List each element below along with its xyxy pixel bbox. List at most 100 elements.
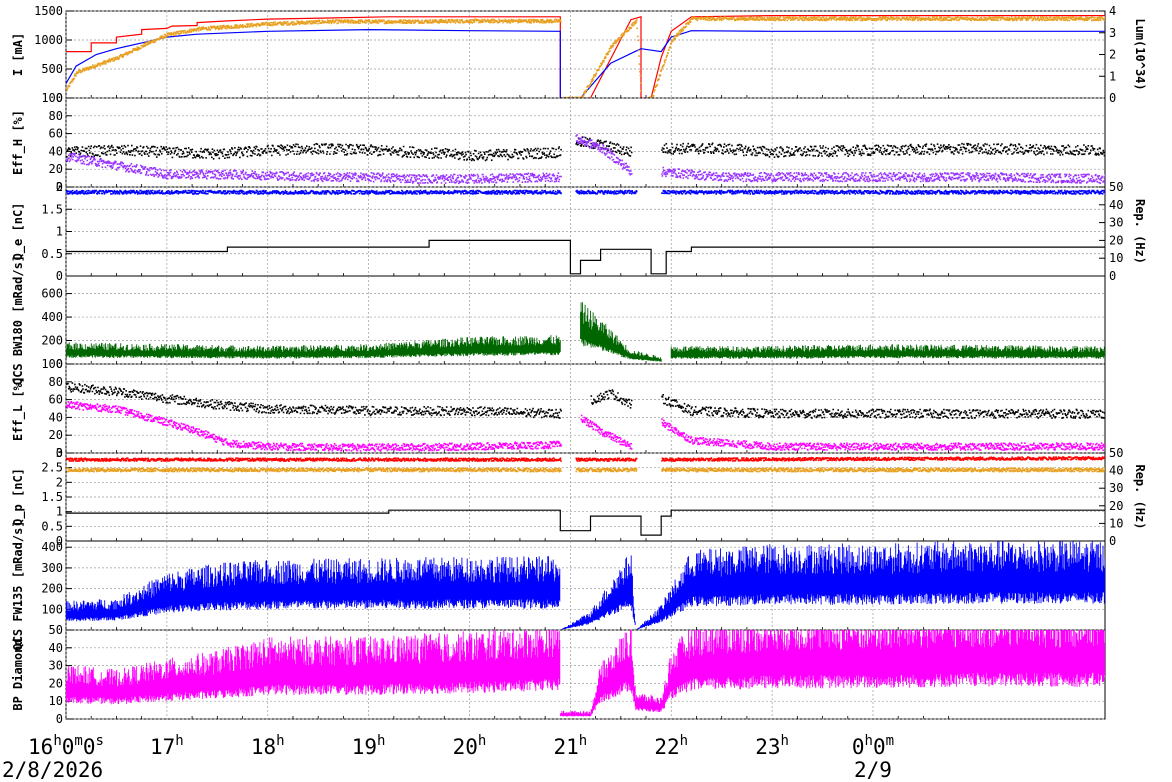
right-tick-label: 4	[1109, 4, 1116, 18]
series-group	[66, 15, 1105, 98]
series-2-1	[575, 136, 633, 157]
series-3-2	[66, 239, 1105, 275]
panel-4: 0 200 400 600 QCS BW180 [mRad/s]	[11, 255, 1106, 385]
y-tick-label: 0	[56, 712, 63, 726]
panel-frame	[65, 10, 1106, 99]
right-axis-label: Rep. (Hz)	[1133, 464, 1147, 529]
series-2-2	[575, 134, 633, 176]
y-axis-label: Q_e [nC]	[11, 203, 26, 261]
y-tick-label: 0	[56, 91, 63, 105]
y-tick-label: 100	[41, 91, 63, 105]
y-axis-label: I [mA]	[11, 33, 25, 76]
y-tick-label: 0.5	[41, 247, 63, 261]
panel-5: 0 20 40 60 80 100 Eff_L [%]	[11, 357, 1106, 460]
series-4-1	[580, 302, 662, 362]
y-tick-label: 1	[56, 505, 63, 519]
series-5-1	[66, 382, 562, 419]
series-4-1	[66, 335, 561, 359]
right-tick-label: 20	[1109, 499, 1123, 513]
right-tick-label: 0	[1109, 91, 1116, 105]
y-tick-label: 0.5	[41, 519, 63, 533]
y-tick-label: 0	[56, 180, 63, 194]
y-axis-label: Eff_H [%]	[11, 110, 26, 175]
y-tick-label: 0	[56, 534, 63, 548]
y-tick-label: 1.5	[41, 202, 63, 216]
series-5-2	[661, 418, 1105, 451]
x-tick-label: 19h	[352, 733, 386, 759]
y-tick-label: 3	[56, 446, 63, 460]
series-group	[66, 134, 1105, 185]
y-tick-label: 0	[56, 357, 63, 371]
y-tick-label: 1000	[34, 33, 63, 47]
y-tick-label: 0	[56, 269, 63, 283]
series-7-1	[66, 541, 1105, 630]
series-5-1	[661, 394, 1105, 419]
y-tick-label: 60	[49, 393, 63, 407]
right-tick-label: 1	[1109, 69, 1116, 83]
right-tick-label: 50	[1109, 180, 1123, 194]
series-1-2	[66, 28, 1105, 98]
y-tick-label: 10	[49, 694, 63, 708]
right-tick-label: 0	[1109, 269, 1116, 283]
right-axis-label: Rep. (Hz)	[1133, 199, 1147, 264]
right-tick-label: 50	[1109, 446, 1123, 460]
x-tick-label: 23h	[755, 733, 789, 759]
y-tick-label: 100	[41, 602, 63, 616]
series-6-2	[66, 467, 562, 473]
x-tick-label: 18h	[251, 733, 285, 759]
y-axis-label: QCS BW180 [mRad/s]	[11, 255, 25, 385]
y-tick-label: 30	[49, 659, 63, 673]
series-2-1	[66, 143, 562, 162]
right-axis-label: Lum(10^34)	[1133, 18, 1147, 90]
series-6-2	[575, 467, 638, 473]
panel-8: 0 10 20 30 40 50 BP Diamond	[11, 623, 1106, 726]
series-6-3	[66, 509, 1105, 536]
series-group	[66, 302, 1105, 362]
y-tick-label: 400	[41, 540, 63, 554]
series-3-1	[66, 189, 562, 195]
series-5-1	[590, 389, 633, 409]
series-group	[66, 630, 1105, 717]
y-tick-label: 200	[41, 582, 63, 596]
series-group	[66, 541, 1105, 630]
panel-7: 100 200 300 400 QCS FW135 [mRad/s]	[11, 520, 1106, 651]
x-tick-label: 21h	[554, 733, 588, 759]
y-tick-label: 1500	[34, 4, 63, 18]
y-tick-label: 40	[49, 410, 63, 424]
y-tick-label: 0	[56, 446, 63, 460]
right-tick-label: 10	[1109, 251, 1123, 265]
y-tick-label: 20	[49, 162, 63, 176]
y-tick-label: 2.5	[41, 461, 63, 475]
y-tick-label: 1.5	[41, 490, 63, 504]
y-tick-label: 20	[49, 428, 63, 442]
y-tick-label: 2	[56, 475, 63, 489]
series-group	[66, 456, 1105, 536]
y-axis-label: BP Diamond	[11, 638, 25, 710]
right-tick-label: 3	[1109, 26, 1116, 40]
right-tick-label: 40	[1109, 464, 1123, 478]
series-3-1	[575, 189, 638, 195]
y-tick-label: 20	[49, 676, 63, 690]
right-tick-label: 2	[1109, 48, 1116, 62]
x-tick-label: 0h0m	[852, 733, 894, 759]
series-2-1	[661, 142, 1105, 158]
right-tick-label: 40	[1109, 198, 1123, 212]
series-2-2	[661, 166, 1105, 184]
y-tick-label: 200	[41, 334, 63, 348]
series-4-1	[670, 344, 1105, 359]
right-tick-label: 30	[1109, 481, 1123, 495]
y-tick-label: 400	[41, 310, 63, 324]
x-tick-label: 16h0m0s	[28, 733, 104, 759]
y-axis-label: Q_p [nC]	[11, 468, 26, 526]
y-tick-label: 80	[49, 109, 63, 123]
panel-1: 0 500 1000 1500 0 1 2 3 4 Lum(10^34) I [mA]	[11, 4, 1147, 105]
y-tick-label: 40	[49, 641, 63, 655]
series-6-1	[66, 457, 562, 462]
y-tick-label: 500	[41, 62, 63, 76]
panel-frame	[65, 186, 1106, 277]
series-group	[66, 189, 1105, 275]
